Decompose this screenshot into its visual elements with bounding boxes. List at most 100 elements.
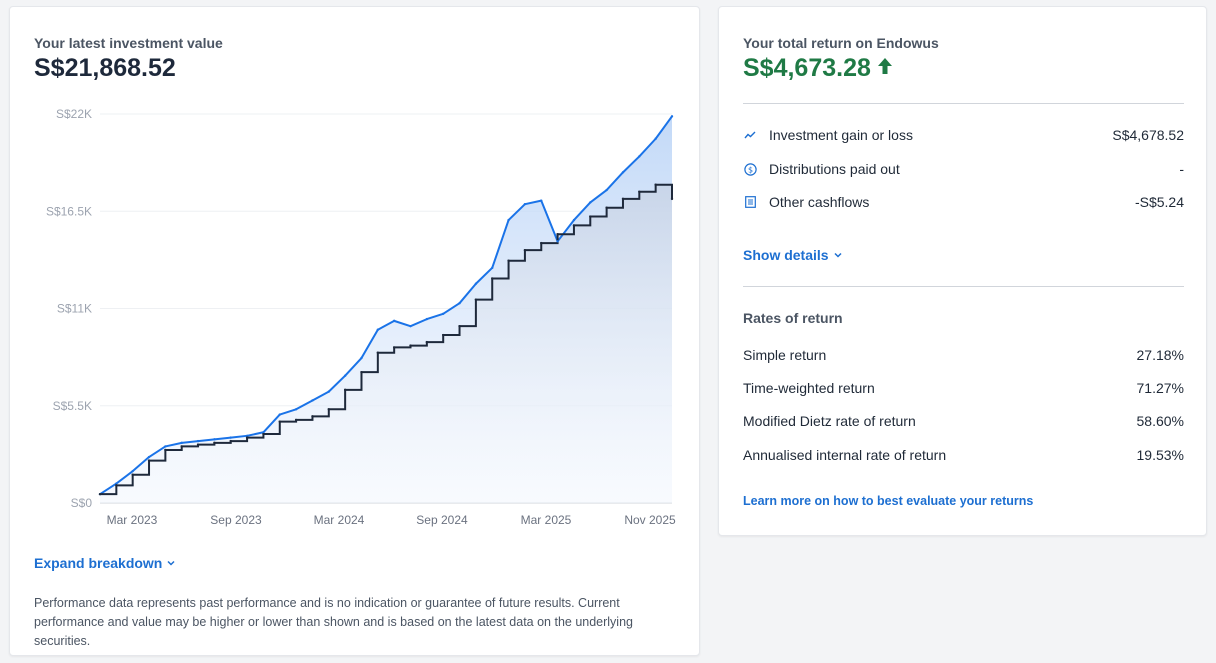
net-contribution-point bbox=[621, 197, 625, 201]
investment-value-point bbox=[311, 399, 314, 402]
investment-value-point bbox=[507, 218, 510, 222]
x-tick-label: Sep 2023 bbox=[210, 513, 262, 527]
breakdown-row-distributions: $ Distributions paid out - bbox=[743, 161, 1184, 177]
net-contribution-point bbox=[360, 370, 363, 374]
investment-value-point bbox=[147, 455, 151, 459]
rate-row-modified-dietz: Modified Dietz rate of return 58.60% bbox=[743, 413, 1184, 429]
investment-value-amount: S$21,868.52 bbox=[34, 54, 176, 82]
net-contribution-point bbox=[654, 183, 657, 186]
dollar-circle-icon: $ bbox=[743, 162, 757, 176]
rate-label: Modified Dietz rate of return bbox=[743, 413, 916, 429]
investment-value-point bbox=[654, 137, 657, 140]
net-contribution-point bbox=[474, 298, 478, 301]
arrow-up-icon bbox=[877, 57, 893, 80]
investment-value-point bbox=[621, 171, 625, 174]
net-contribution-point bbox=[294, 418, 298, 422]
net-contribution-point bbox=[458, 324, 461, 328]
total-return-row: S$4,673.28 bbox=[743, 54, 893, 83]
document-list-icon bbox=[743, 195, 757, 209]
investment-value-card: Your latest investment value S$21,868.52… bbox=[9, 6, 700, 656]
net-contribution-point bbox=[213, 441, 216, 445]
x-tick-label: Mar 2023 bbox=[107, 513, 158, 527]
net-contribution-point bbox=[278, 420, 281, 423]
investment-value-point bbox=[213, 438, 216, 441]
investment-value-point bbox=[589, 201, 592, 204]
svg-text:$: $ bbox=[747, 165, 752, 174]
investment-value-point bbox=[605, 188, 608, 192]
learn-more-link[interactable]: Learn more on how to best evaluate your … bbox=[743, 494, 1034, 508]
rate-label: Simple return bbox=[743, 347, 827, 363]
total-return-amount: S$4,673.28 bbox=[743, 54, 871, 82]
rate-row-irr: Annualised internal rate of return 19.53… bbox=[743, 447, 1184, 463]
net-contribution-point bbox=[638, 190, 641, 193]
investment-value-point bbox=[376, 328, 380, 331]
investment-value-point bbox=[425, 317, 429, 321]
rate-row-simple: Simple return 27.18% bbox=[743, 347, 1184, 363]
breakdown-value: -S$5.24 bbox=[1134, 194, 1184, 210]
investment-value-point bbox=[343, 374, 347, 377]
investment-value-point bbox=[556, 240, 559, 243]
net-contribution-point bbox=[670, 197, 674, 201]
net-contribution-point bbox=[442, 333, 445, 337]
investment-value-point bbox=[670, 115, 674, 118]
net-contribution-point bbox=[507, 259, 510, 262]
rate-label: Annualised internal rate of return bbox=[743, 447, 947, 463]
divider bbox=[743, 286, 1184, 287]
rate-row-time-weighted: Time-weighted return 71.27% bbox=[743, 380, 1184, 396]
net-contribution-point bbox=[131, 473, 134, 476]
investment-value-point bbox=[458, 301, 461, 305]
net-contribution-point bbox=[147, 459, 151, 462]
expand-breakdown-link[interactable]: Expand breakdown bbox=[34, 555, 176, 571]
total-return-card: Your total return on Endowus S$4,673.28 … bbox=[718, 6, 1207, 536]
investment-value-point bbox=[262, 431, 265, 434]
investment-value-point bbox=[294, 408, 298, 411]
investment-value-point bbox=[360, 356, 363, 360]
investment-value-point bbox=[131, 469, 134, 473]
investment-value-line bbox=[99, 115, 673, 495]
show-details-label: Show details bbox=[743, 247, 829, 263]
investment-value-label: Your latest investment value bbox=[34, 35, 223, 51]
net-contribution-point bbox=[376, 351, 380, 354]
divider bbox=[743, 103, 1184, 104]
investment-value-point bbox=[540, 199, 543, 202]
investment-value-point bbox=[229, 436, 232, 439]
net-contribution-point bbox=[327, 408, 330, 411]
breakdown-label: Other cashflows bbox=[769, 194, 870, 210]
x-tick-label: Mar 2024 bbox=[314, 513, 365, 527]
total-return-label: Your total return on Endowus bbox=[743, 35, 939, 51]
chevron-down-icon bbox=[166, 555, 176, 571]
investment-value-point bbox=[180, 441, 183, 445]
net-contribution-point bbox=[540, 241, 543, 245]
net-contribution-point bbox=[523, 248, 527, 252]
rate-label: Time-weighted return bbox=[743, 380, 875, 396]
net-contribution-point bbox=[196, 443, 200, 446]
rate-value: 71.27% bbox=[1136, 380, 1184, 396]
y-tick-label: S$0 bbox=[71, 496, 93, 510]
net-contribution-point bbox=[229, 439, 232, 443]
breakdown-row-investment-gain: Investment gain or loss S$4,678.52 bbox=[743, 127, 1184, 143]
investment-value-point bbox=[523, 202, 527, 206]
net-contribution-point bbox=[311, 415, 314, 418]
net-contribution-point bbox=[164, 448, 167, 452]
x-tick-label: Nov 2025 bbox=[624, 513, 676, 527]
net-contribution-area bbox=[100, 184, 672, 503]
rate-value: 58.60% bbox=[1136, 413, 1184, 429]
net-contribution-point bbox=[343, 388, 347, 392]
y-tick-label: S$5.5K bbox=[53, 399, 92, 413]
investment-value-point bbox=[115, 482, 118, 485]
net-contribution-point bbox=[98, 492, 102, 496]
net-contribution-point bbox=[409, 344, 412, 347]
show-details-link[interactable]: Show details bbox=[743, 247, 843, 263]
y-tick-label: S$11K bbox=[57, 302, 92, 316]
investment-chart[interactable]: S$22K S$16.5K S$11K S$5.5K S$0 Mar 2023 Sep 2… bbox=[10, 95, 701, 535]
net-contribution-point bbox=[589, 215, 592, 218]
investment-value-point bbox=[638, 155, 641, 158]
net-contribution-point bbox=[572, 224, 576, 227]
expand-breakdown-label: Expand breakdown bbox=[34, 555, 163, 571]
net-contribution-point bbox=[115, 484, 118, 487]
breakdown-label: Investment gain or loss bbox=[769, 127, 913, 143]
trend-line-icon bbox=[743, 128, 757, 142]
rates-of-return-title: Rates of return bbox=[743, 310, 843, 326]
breakdown-value: - bbox=[1179, 161, 1184, 177]
rate-value: 19.53% bbox=[1136, 447, 1184, 463]
